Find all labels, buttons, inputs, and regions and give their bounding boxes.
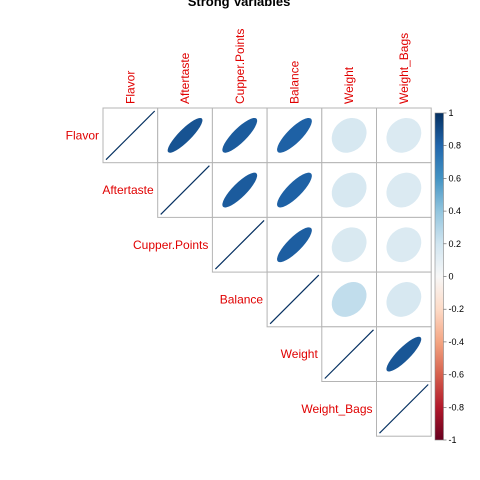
correlation-ellipse — [386, 282, 422, 317]
cell-Flavor-Aftertaste — [157, 107, 213, 164]
column-label-Weight_Bags: Weight_Bags — [397, 33, 411, 104]
cell-Weight_Bags-Weight_Bags — [376, 381, 432, 437]
correlation-ellipse — [331, 227, 367, 263]
diagonal-line — [160, 165, 210, 215]
correlation-ellipse — [277, 227, 312, 263]
diagonal-line — [105, 110, 156, 161]
cell-Cupper.Points-Cupper.Points — [211, 216, 268, 273]
cell-Flavor-Weight_Bags — [376, 107, 432, 164]
correlation-ellipse — [331, 282, 367, 317]
colorbar-tick-label: 0 — [449, 272, 454, 282]
correlation-ellipse — [222, 172, 258, 208]
diagonal-line — [324, 329, 374, 379]
cell-Flavor-Balance — [266, 107, 323, 164]
cell-Flavor-Weight — [321, 107, 377, 164]
cell-Balance-Balance — [266, 271, 323, 328]
cell-Weight-Weight — [321, 326, 377, 382]
column-label-Cupper.Points: Cupper.Points — [233, 29, 247, 104]
diagonal-line — [214, 219, 265, 270]
row-label-Aftertaste: Aftertaste — [102, 183, 154, 197]
colorbar-tick-label: -0.8 — [449, 402, 465, 412]
column-label-Balance: Balance — [287, 60, 301, 104]
cell-Aftertaste-Weight — [321, 162, 377, 218]
colorbar-tick-label: 1 — [449, 108, 454, 118]
correlation-ellipse — [386, 336, 422, 372]
colorbar-tick-label: 0.2 — [449, 239, 462, 249]
cell-Cupper.Points-Weight — [321, 216, 377, 273]
colorbar-tick-label: -0.4 — [449, 337, 465, 347]
cell-Cupper.Points-Weight_Bags — [376, 216, 432, 273]
correlation-ellipse — [222, 117, 258, 153]
row-label-Cupper.Points: Cupper.Points — [133, 238, 208, 252]
chart-title: Strong Variables — [188, 0, 291, 9]
colorbar-tick-label: 0.6 — [449, 173, 462, 183]
diagonal-line — [379, 384, 429, 434]
cell-Cupper.Points-Balance — [266, 216, 323, 273]
matrix-cells — [102, 107, 432, 437]
cell-Weight-Weight_Bags — [376, 326, 432, 382]
cell-Aftertaste-Balance — [266, 162, 323, 218]
correlation-ellipse — [386, 117, 422, 153]
correlation-ellipse — [331, 117, 367, 153]
column-label-Weight: Weight — [342, 66, 356, 104]
diagonal-line — [269, 274, 320, 325]
cell-Flavor-Flavor — [102, 107, 159, 164]
cell-Balance-Weight — [321, 271, 377, 328]
cell-Aftertaste-Weight_Bags — [376, 162, 432, 218]
row-label-Weight: Weight — [281, 347, 319, 361]
colorbar-tick-label: -0.6 — [449, 370, 465, 380]
row-label-Flavor: Flavor — [66, 128, 99, 142]
cell-Aftertaste-Cupper.Points — [211, 162, 268, 218]
row-label-Weight_Bags: Weight_Bags — [301, 402, 372, 416]
cell-Balance-Weight_Bags — [376, 271, 432, 328]
colorbar-tick-label: 0.8 — [449, 141, 462, 151]
correlation-ellipse — [386, 227, 422, 263]
correlation-ellipse — [167, 117, 203, 153]
correlation-ellipse — [277, 117, 312, 153]
column-label-Aftertaste: Aftertaste — [178, 52, 192, 104]
colorbar-tick-label: 0.4 — [449, 206, 462, 216]
row-label-Balance: Balance — [220, 292, 264, 306]
colorbar-tick-label: -1 — [449, 435, 457, 445]
colorbar-tick-label: -0.2 — [449, 304, 465, 314]
variable-labels: Flavor Aftertaste Cupper.Points Balance Weig… — [66, 29, 411, 416]
column-label-Flavor: Flavor — [123, 71, 137, 104]
cell-Aftertaste-Aftertaste — [157, 162, 213, 218]
colorbar-gradient — [435, 113, 444, 440]
colorbar: 1 0.8 0.6 0.4 0.2 0 -0.2 -0.4 -0.6 -0.8 -1 — [434, 108, 465, 445]
cell-Flavor-Cupper.Points — [211, 107, 268, 164]
correlation-ellipse — [331, 172, 367, 208]
correlation-ellipse — [386, 172, 422, 208]
correlation-ellipse — [277, 172, 312, 208]
